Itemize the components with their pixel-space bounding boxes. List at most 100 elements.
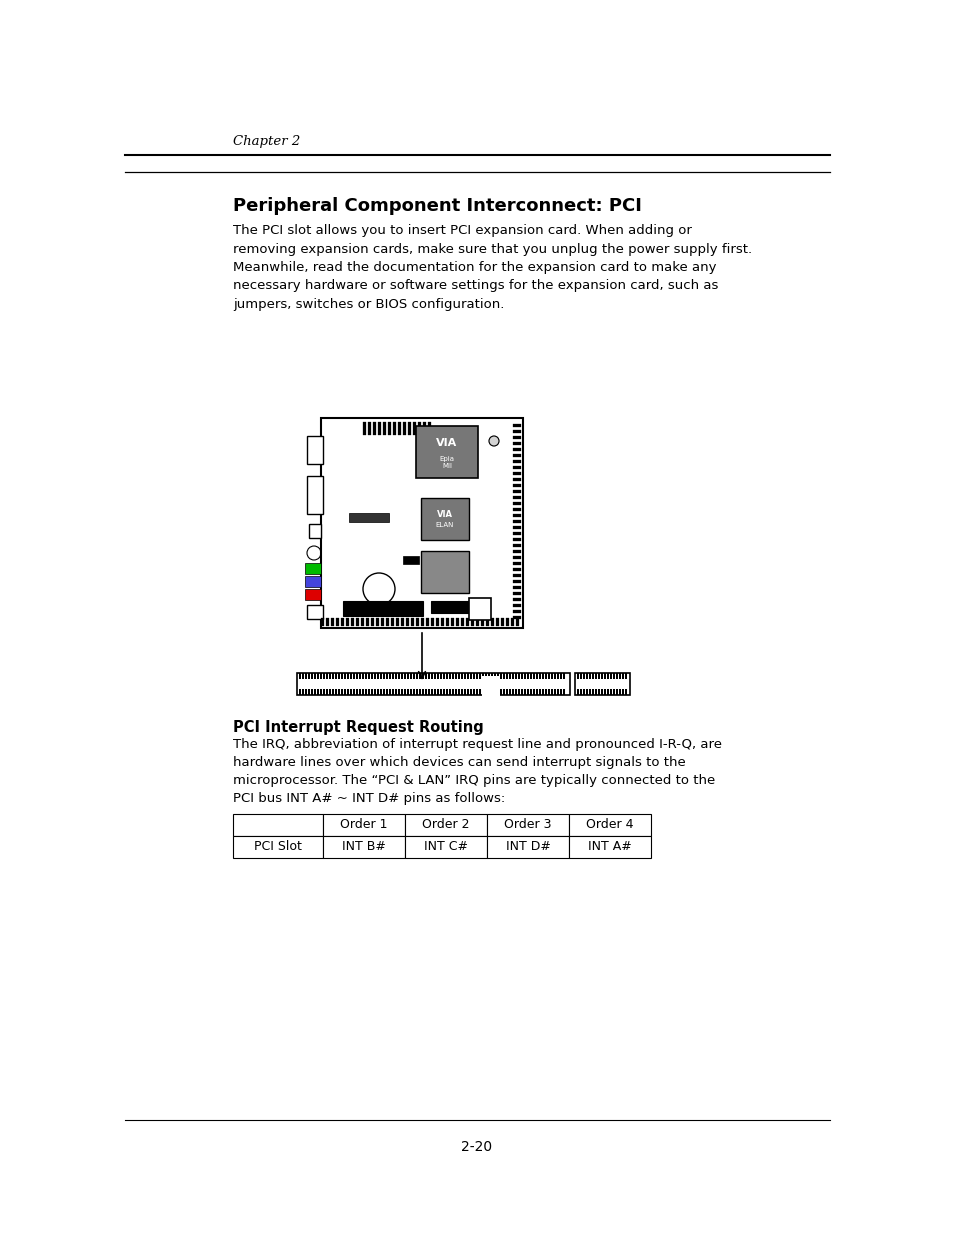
Bar — [613, 689, 615, 695]
Bar — [513, 532, 520, 535]
Bar — [335, 689, 336, 695]
Bar — [323, 836, 405, 858]
Bar — [358, 673, 360, 679]
Bar — [418, 689, 420, 695]
Bar — [403, 689, 406, 695]
Bar — [457, 673, 459, 679]
Bar — [319, 673, 322, 679]
Bar — [410, 689, 412, 695]
Bar — [513, 478, 520, 480]
Bar — [513, 501, 520, 505]
Bar — [391, 618, 394, 626]
Bar — [400, 689, 402, 695]
Bar — [340, 673, 343, 679]
Bar — [496, 618, 498, 626]
Bar — [513, 472, 520, 475]
Bar — [484, 673, 486, 679]
Bar — [439, 689, 441, 695]
Bar — [568, 814, 650, 836]
Bar — [311, 673, 313, 679]
Text: Meanwhile, read the documentation for the expansion card to make any: Meanwhile, read the documentation for th… — [233, 261, 716, 274]
Bar — [551, 689, 553, 695]
Bar — [366, 618, 369, 626]
Bar — [509, 673, 511, 679]
Circle shape — [489, 436, 498, 446]
Bar — [353, 689, 355, 695]
Bar — [533, 689, 535, 695]
Bar — [513, 543, 520, 547]
Bar — [376, 673, 378, 679]
Text: jumpers, switches or BIOS configuration.: jumpers, switches or BIOS configuration. — [233, 298, 504, 311]
Bar — [402, 422, 406, 435]
Bar — [517, 689, 519, 695]
Text: PCI Interrupt Request Routing: PCI Interrupt Request Routing — [233, 720, 483, 735]
Text: VIA: VIA — [436, 510, 453, 519]
Text: The PCI slot allows you to insert PCI expansion card. When adding or: The PCI slot allows you to insert PCI ex… — [233, 224, 691, 237]
Bar — [616, 673, 618, 679]
Bar — [536, 673, 537, 679]
Bar — [319, 689, 322, 695]
Bar — [452, 689, 454, 695]
Bar — [298, 673, 301, 679]
Bar — [513, 604, 520, 606]
Bar — [523, 673, 525, 679]
Bar — [388, 422, 391, 435]
Bar — [343, 601, 422, 616]
Bar — [358, 689, 360, 695]
Bar — [416, 673, 417, 679]
Bar — [413, 422, 416, 435]
Bar — [395, 689, 396, 695]
Bar — [436, 689, 438, 695]
Bar — [335, 673, 336, 679]
Bar — [476, 689, 477, 695]
Bar — [434, 673, 436, 679]
Bar — [533, 673, 535, 679]
Bar — [526, 689, 529, 695]
Bar — [397, 673, 399, 679]
Bar — [513, 538, 520, 541]
Bar — [513, 580, 520, 583]
Bar — [340, 689, 343, 695]
Bar — [516, 618, 518, 626]
Bar — [470, 689, 472, 695]
Bar — [416, 618, 418, 626]
Bar — [379, 689, 381, 695]
Bar — [302, 689, 304, 695]
Bar — [588, 673, 590, 679]
Bar — [513, 592, 520, 595]
Bar — [544, 673, 546, 679]
Bar — [588, 689, 590, 695]
Bar — [400, 673, 402, 679]
Bar — [434, 689, 436, 695]
Text: Order 4: Order 4 — [586, 819, 633, 831]
Bar — [361, 689, 364, 695]
Bar — [460, 618, 463, 626]
Bar — [347, 689, 349, 695]
Bar — [233, 836, 323, 858]
Bar — [335, 618, 338, 626]
Text: VIA: VIA — [436, 438, 457, 448]
Bar — [624, 673, 626, 679]
Bar — [513, 556, 520, 559]
Text: ELAN: ELAN — [436, 522, 454, 529]
Bar — [465, 618, 469, 626]
Bar — [554, 673, 556, 679]
Text: Order 2: Order 2 — [422, 819, 469, 831]
Text: necessary hardware or software settings for the expansion card, such as: necessary hardware or software settings … — [233, 279, 718, 293]
Text: hardware lines over which devices can send interrupt signals to the: hardware lines over which devices can se… — [233, 756, 685, 769]
Bar — [486, 814, 568, 836]
Bar — [526, 673, 529, 679]
Bar — [436, 618, 438, 626]
Bar — [624, 689, 626, 695]
Bar — [499, 689, 501, 695]
Bar — [513, 574, 520, 577]
Bar — [452, 673, 454, 679]
Bar — [491, 673, 493, 679]
Bar — [320, 417, 522, 629]
Bar — [513, 490, 520, 493]
Bar — [431, 689, 433, 695]
Bar — [307, 475, 323, 514]
Bar — [431, 673, 433, 679]
Bar — [559, 673, 561, 679]
Bar — [296, 673, 569, 695]
